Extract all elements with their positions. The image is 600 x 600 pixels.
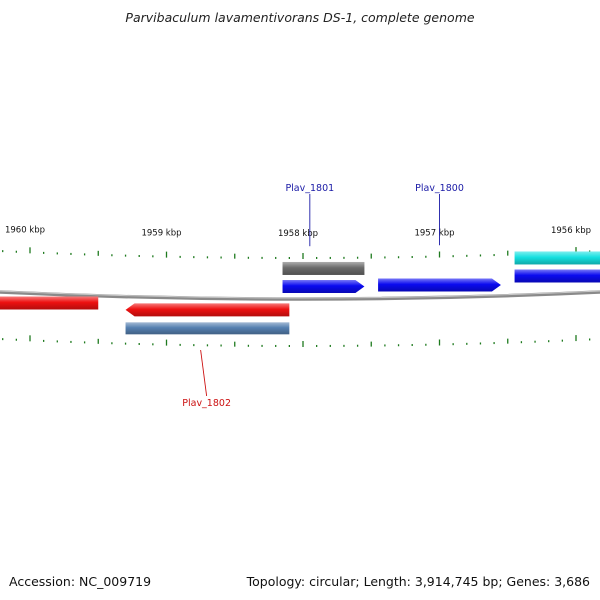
gene-labels-reverse: Plav_1803Plav_1802Plav_1797: [182, 349, 231, 409]
gene-label: Plav_1801: [285, 183, 334, 194]
topology-text: Topology: circular; Length: 3,914,745 bp…: [246, 574, 590, 589]
gene-track-reverse: [0, 296, 290, 317]
map-title: Parvibaculum lavamentivorans DS-1, compl…: [125, 10, 474, 25]
tick-label: 1956 kbp: [551, 226, 591, 236]
tick-labels: 1960 kbp 1959 kbp 1958 kbp 1957 kbp 1956 kbp…: [5, 226, 591, 240]
gene-reverse-1803: [0, 296, 99, 310]
accession-text: Accession: NC_009719: [9, 574, 151, 589]
gene-label: Plav_1800: [415, 183, 464, 194]
cog-track-reverse: [125, 322, 290, 335]
gene-label: Plav_1802: [182, 398, 231, 409]
gene-reverse-1802: [125, 303, 290, 317]
gene-forward-1800: [378, 278, 501, 292]
gene-forward-1799: [514, 269, 600, 283]
cog-reverse-1802: [125, 322, 290, 335]
tick-label: 1958 kbp: [278, 229, 318, 239]
tick-label: 1960 kbp: [5, 226, 45, 236]
gene-forward-1801: [282, 279, 365, 293]
ticks-outer: [2, 247, 591, 259]
label-leader-line: [200, 349, 208, 397]
cog-forward-1799: [514, 251, 600, 265]
ticks-inner: [2, 335, 591, 347]
gene-track-forward: [282, 269, 600, 293]
genome-backbone-highlight: [0, 290, 600, 299]
tick-label: 1957 kbp: [414, 228, 454, 238]
cog-track-forward: [282, 251, 600, 275]
genome-backbone: [0, 290, 600, 301]
tick-label: 1959 kbp: [141, 228, 181, 238]
cog-forward-1801: [282, 261, 365, 275]
